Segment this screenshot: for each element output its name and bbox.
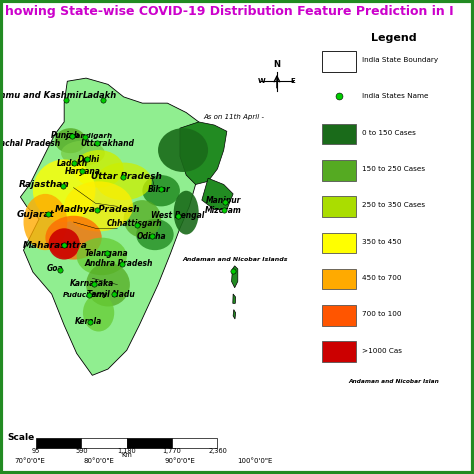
- Text: Telangana: Telangana: [84, 249, 128, 258]
- Ellipse shape: [158, 128, 208, 172]
- Text: Delhi: Delhi: [78, 155, 100, 164]
- Text: E: E: [290, 78, 295, 84]
- Ellipse shape: [24, 194, 67, 250]
- Text: Uttarakhand: Uttarakhand: [81, 139, 135, 148]
- Text: Puducherry: Puducherry: [63, 292, 108, 298]
- Text: N: N: [273, 60, 281, 69]
- Bar: [322, 233, 356, 253]
- Text: Scale: Scale: [8, 433, 35, 442]
- Text: 0 to 150 Cases: 0 to 150 Cases: [362, 130, 415, 136]
- Text: 100°0'0"E: 100°0'0"E: [237, 457, 273, 464]
- Bar: [322, 305, 356, 326]
- Ellipse shape: [83, 294, 114, 331]
- Polygon shape: [20, 78, 202, 375]
- Text: 90°0'0"E: 90°0'0"E: [164, 457, 195, 464]
- Text: Chhattisgarh: Chhattisgarh: [107, 219, 163, 228]
- Text: 80°0'0"E: 80°0'0"E: [83, 457, 114, 464]
- Text: Andaman and Nicobar Islan: Andaman and Nicobar Islan: [348, 379, 439, 384]
- Ellipse shape: [64, 182, 133, 231]
- Polygon shape: [202, 178, 233, 210]
- Text: W: W: [257, 78, 265, 84]
- Ellipse shape: [173, 191, 199, 235]
- Ellipse shape: [46, 216, 102, 260]
- Text: Madhya Pradesh: Madhya Pradesh: [55, 205, 139, 214]
- Text: 250 to 350 Cases: 250 to 350 Cases: [362, 202, 425, 209]
- Bar: [322, 341, 356, 362]
- Text: Chandigarh: Chandigarh: [66, 133, 113, 139]
- Text: Ladakh: Ladakh: [56, 159, 88, 168]
- Bar: [322, 269, 356, 290]
- Text: India State Boundary: India State Boundary: [362, 57, 438, 63]
- Polygon shape: [232, 266, 238, 288]
- Bar: [127, 438, 172, 447]
- Bar: [36, 438, 82, 447]
- Text: Goa: Goa: [47, 264, 64, 273]
- Text: 350 to 450: 350 to 450: [362, 238, 401, 245]
- Bar: [322, 196, 356, 217]
- Text: India States Name: India States Name: [362, 93, 428, 100]
- Text: Gujarat: Gujarat: [17, 210, 55, 219]
- Text: 2,360: 2,360: [208, 448, 227, 455]
- Ellipse shape: [142, 175, 180, 206]
- Text: Kerala: Kerala: [75, 317, 102, 326]
- Bar: [322, 51, 356, 72]
- Text: Maharashtra: Maharashtra: [23, 241, 88, 250]
- Text: 1,180: 1,180: [118, 448, 136, 455]
- Ellipse shape: [136, 219, 173, 250]
- Polygon shape: [233, 310, 236, 319]
- Text: 450 to 700: 450 to 700: [362, 275, 401, 281]
- Bar: [82, 438, 127, 447]
- Text: Odisha: Odisha: [137, 232, 166, 241]
- Text: Bihar: Bihar: [148, 185, 171, 194]
- Text: Haryana: Haryana: [64, 166, 100, 175]
- Text: >1000 Cas: >1000 Cas: [362, 347, 401, 354]
- Text: Mizoram: Mizoram: [205, 206, 242, 215]
- Text: 590: 590: [75, 448, 88, 455]
- Text: Manipur: Manipur: [206, 196, 241, 205]
- Text: West Bengal: West Bengal: [151, 211, 204, 220]
- Text: As on 11th April -: As on 11th April -: [203, 114, 264, 120]
- Ellipse shape: [55, 128, 86, 153]
- Text: 95: 95: [32, 448, 40, 455]
- Ellipse shape: [86, 263, 130, 307]
- Text: Uttar Pradesh: Uttar Pradesh: [91, 172, 162, 181]
- Text: Tamil Nadu: Tamil Nadu: [87, 290, 135, 299]
- Ellipse shape: [73, 150, 124, 188]
- Text: Karnataka: Karnataka: [70, 280, 114, 289]
- Text: Punjab: Punjab: [51, 131, 81, 140]
- Ellipse shape: [95, 163, 152, 200]
- Ellipse shape: [124, 200, 161, 237]
- Ellipse shape: [61, 141, 105, 166]
- Ellipse shape: [33, 159, 95, 222]
- Text: 150 to 250 Cases: 150 to 250 Cases: [362, 166, 425, 172]
- Bar: [322, 160, 356, 181]
- Text: Himachal Pradesh: Himachal Pradesh: [0, 139, 61, 148]
- Text: Ladakh: Ladakh: [83, 91, 117, 100]
- Polygon shape: [180, 122, 227, 184]
- Text: Jammu and Kashmir: Jammu and Kashmir: [0, 91, 83, 100]
- Text: 1,770: 1,770: [163, 448, 182, 455]
- Text: 700 to 100: 700 to 100: [362, 311, 401, 317]
- Text: Km: Km: [121, 452, 132, 458]
- Bar: [172, 438, 218, 447]
- Text: Andhra Pradesh: Andhra Pradesh: [85, 259, 153, 268]
- Bar: [322, 124, 356, 144]
- Text: 70°0'0"E: 70°0'0"E: [14, 457, 45, 464]
- Ellipse shape: [77, 237, 127, 275]
- Text: howing State-wise COVID-19 Distribution Feature Prediction in I: howing State-wise COVID-19 Distribution …: [5, 5, 453, 18]
- Text: Legend: Legend: [371, 33, 416, 44]
- Text: Rajasthan: Rajasthan: [18, 180, 69, 189]
- Ellipse shape: [48, 228, 80, 260]
- Text: Andaman and Nicobar Islands: Andaman and Nicobar Islands: [182, 257, 287, 262]
- Polygon shape: [233, 294, 236, 303]
